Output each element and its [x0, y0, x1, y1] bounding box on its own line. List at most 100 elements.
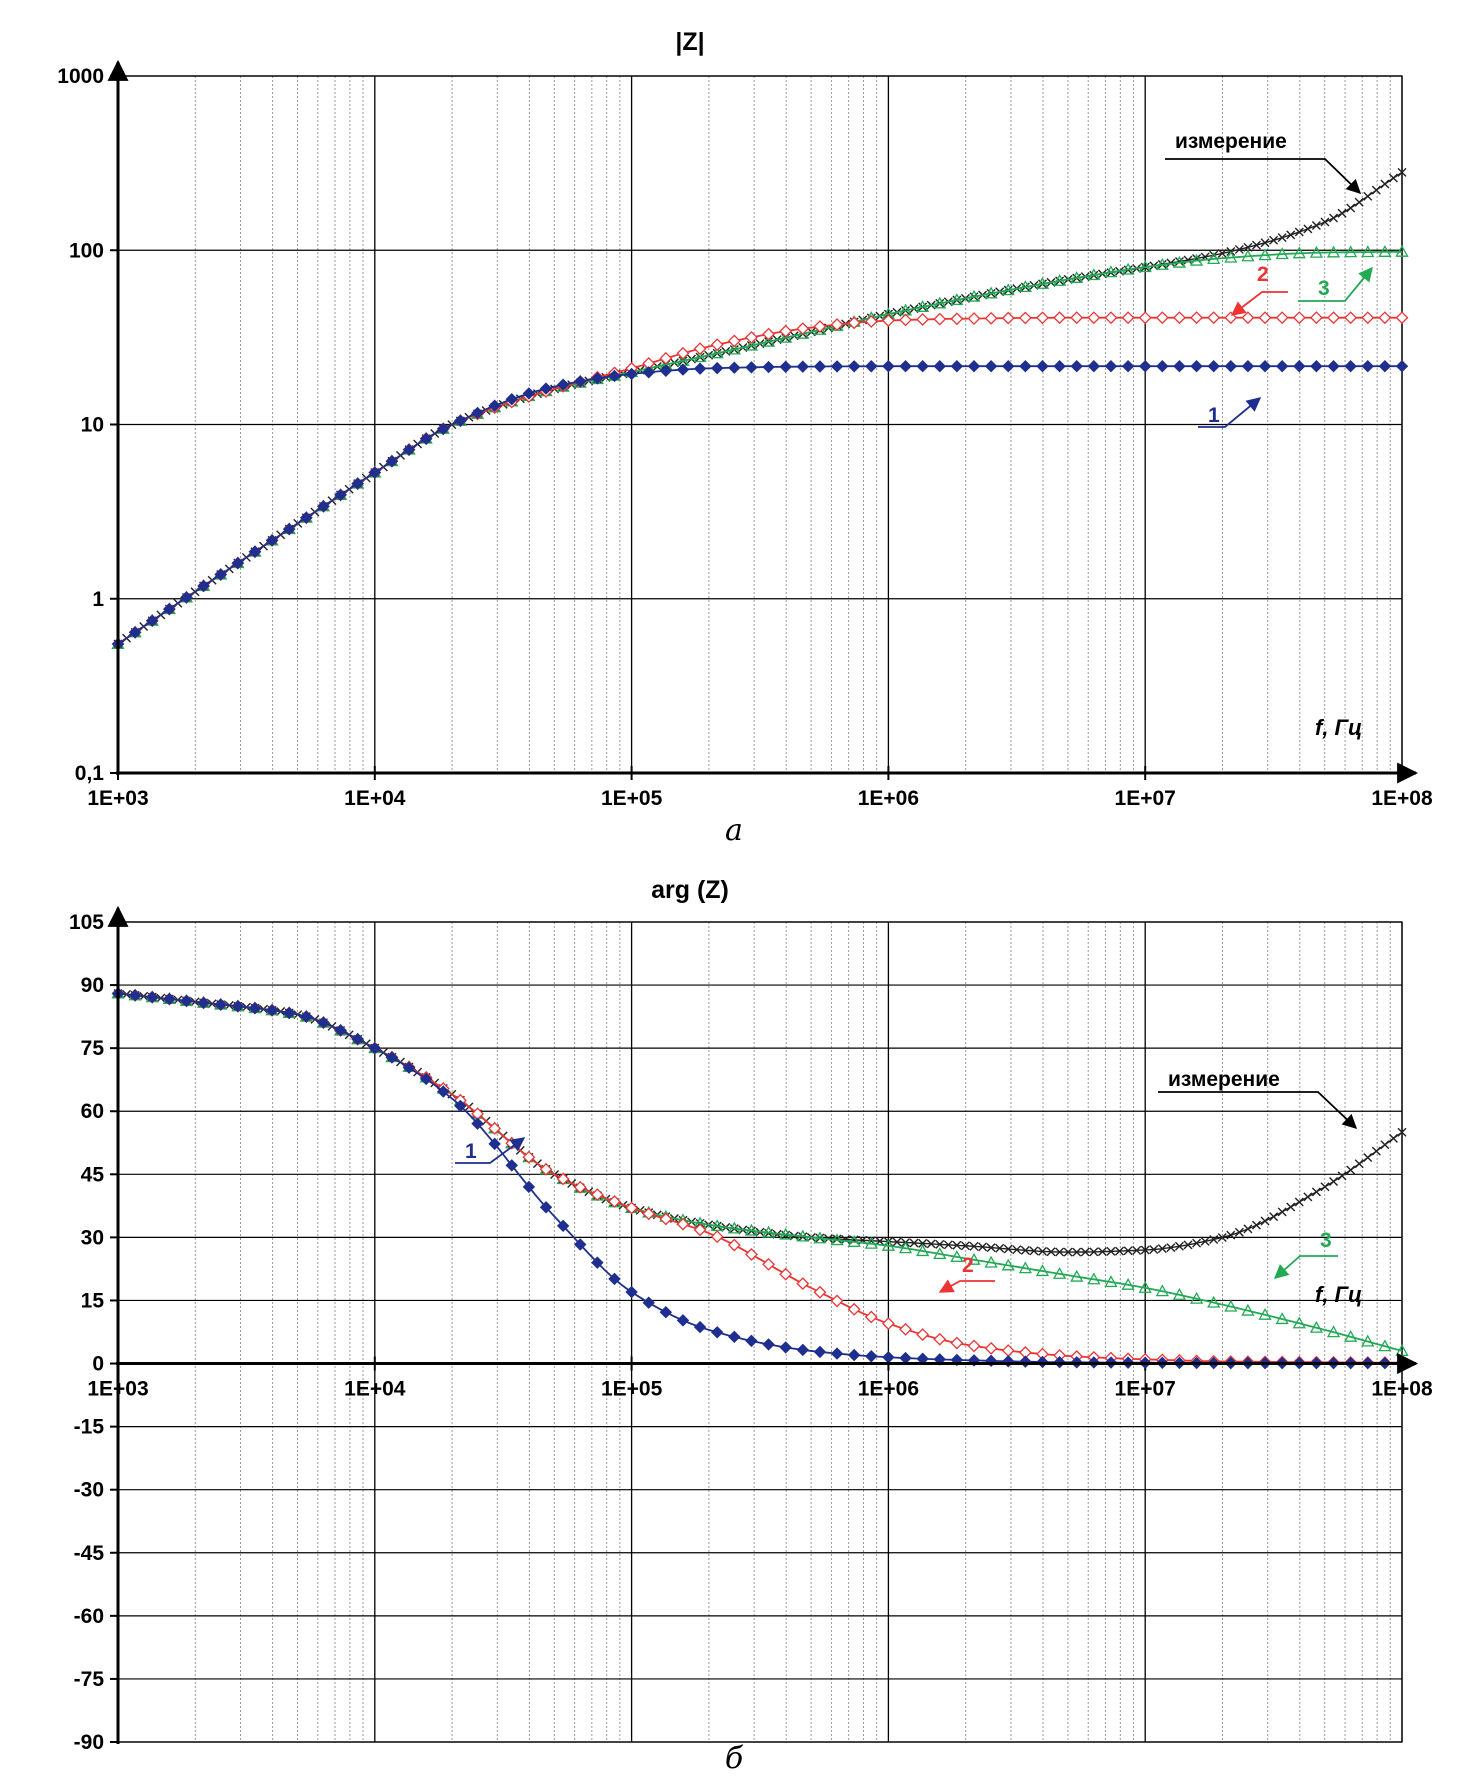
data-point	[1234, 1227, 1244, 1237]
data-point	[898, 1241, 913, 1254]
series-line-1	[117, 365, 1402, 645]
data-point	[1303, 1192, 1313, 1202]
data-point	[813, 1231, 827, 1244]
data-point	[1018, 311, 1032, 325]
data-point	[710, 361, 724, 375]
x-tick-label: 1E+05	[601, 787, 663, 810]
data-point	[488, 1122, 502, 1135]
data-point	[1269, 235, 1279, 245]
data-point	[625, 1201, 639, 1215]
data-point	[882, 360, 895, 373]
data-point	[796, 360, 810, 373]
data-point	[1286, 230, 1296, 240]
data-point	[351, 477, 364, 490]
data-point	[918, 1238, 928, 1248]
data-point	[779, 1341, 792, 1354]
data-point	[556, 378, 570, 391]
data-point	[832, 1234, 842, 1244]
series-line-3	[117, 992, 1403, 1352]
data-point	[1395, 360, 1409, 373]
data-point	[1156, 360, 1169, 373]
data-point	[1174, 1241, 1184, 1251]
data-point	[762, 1338, 775, 1351]
series-markers-1	[111, 987, 1409, 1370]
annotation-3-magnitude-leader	[1298, 266, 1373, 302]
data-point	[693, 342, 707, 356]
data-point	[1121, 1277, 1135, 1290]
y-tick-label: 1000	[57, 65, 104, 88]
data-point	[727, 342, 741, 355]
y-tick-label: 1	[92, 588, 104, 611]
data-point	[1224, 1299, 1238, 1312]
data-point	[1189, 253, 1204, 266]
annotation-3-phase-label: 3	[1320, 1229, 1332, 1252]
data-point	[984, 1341, 998, 1355]
data-point	[1326, 1325, 1341, 1338]
data-point	[1309, 311, 1323, 325]
data-point	[1190, 360, 1203, 373]
x-tick-label: 1E+07	[1115, 787, 1176, 810]
data-point	[1166, 1243, 1176, 1253]
chart-phase-title: arg (Z)	[651, 876, 729, 904]
data-point	[676, 1217, 690, 1231]
y-tick-label: 100	[69, 239, 104, 262]
data-point	[1294, 1197, 1304, 1207]
x-ticks-magnitude: 1E+03 1E+04 1E+05 1E+06 1E+07 1E+08	[87, 766, 1433, 810]
data-point	[1292, 246, 1306, 259]
data-point	[248, 1001, 262, 1015]
data-point	[522, 1180, 536, 1194]
data-point	[830, 1294, 844, 1308]
data-point	[1275, 1312, 1289, 1325]
data-point	[1189, 1291, 1204, 1304]
data-point	[1052, 274, 1067, 286]
data-point	[950, 312, 964, 326]
data-point	[796, 1277, 810, 1291]
data-point	[1258, 311, 1272, 325]
data-point	[847, 1235, 861, 1247]
data-point	[813, 320, 827, 333]
data-point	[916, 1244, 930, 1257]
data-point	[1104, 311, 1118, 325]
data-point	[986, 1243, 996, 1253]
data-point	[926, 1239, 936, 1249]
data-point	[214, 998, 227, 1011]
plot-frame	[117, 921, 1403, 1743]
chart-magnitude-title: |Z|	[675, 28, 704, 56]
data-point	[950, 1336, 964, 1350]
data-point	[1155, 1284, 1169, 1297]
data-point	[1234, 244, 1244, 254]
data-point	[265, 534, 279, 547]
grid-phase	[117, 921, 1403, 1743]
data-point	[317, 500, 330, 513]
data-point	[573, 1180, 587, 1194]
data-point	[1207, 252, 1221, 265]
data-point	[1138, 1281, 1152, 1293]
data-point	[1311, 221, 1321, 231]
data-point	[984, 1354, 998, 1368]
x-tick-label: 1E+06	[858, 1378, 919, 1401]
data-point	[1121, 262, 1135, 275]
data-point	[1019, 360, 1032, 373]
data-point	[1070, 360, 1083, 373]
data-point	[642, 1296, 655, 1309]
data-point	[1036, 311, 1049, 325]
series-phase	[111, 986, 1409, 1370]
data-point	[1226, 1230, 1236, 1240]
data-point	[693, 362, 707, 375]
annotation-3-magnitude-label: 3	[1318, 277, 1330, 300]
y-tick-label: -15	[74, 1416, 105, 1439]
series-markers-2	[111, 987, 1409, 1370]
data-point	[1070, 311, 1084, 325]
data-point	[950, 1250, 964, 1262]
data-point	[556, 1219, 570, 1233]
data-point	[608, 369, 621, 383]
data-point	[1035, 277, 1050, 289]
data-point	[1243, 1224, 1253, 1234]
data-point	[813, 1345, 827, 1359]
data-point	[591, 372, 604, 385]
data-point	[282, 522, 296, 536]
data-point	[574, 1238, 587, 1251]
data-point	[1344, 1329, 1358, 1342]
data-point	[693, 350, 707, 363]
data-point	[1258, 248, 1272, 261]
